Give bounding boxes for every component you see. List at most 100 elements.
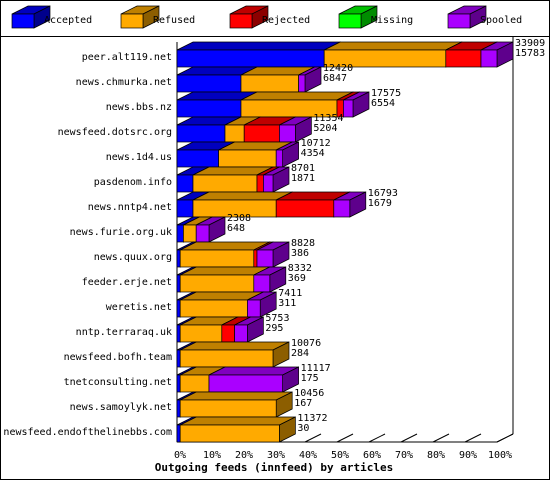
bar-row	[176, 291, 277, 318]
row-total-articles: 2308	[227, 213, 251, 224]
legend-swatch-refused	[120, 5, 160, 29]
bar-segment-spooled	[263, 166, 290, 193]
row-total-articles: 8828	[291, 238, 315, 249]
row-total-volume: 6847	[323, 73, 347, 84]
row-label: news.quux.org	[94, 252, 172, 263]
bar-row	[176, 341, 290, 368]
chart-title: Outgoing feeds (innfeed) by articles	[155, 461, 393, 474]
x-tick-label: 100%	[488, 450, 512, 461]
row-label: peer.alt119.net	[82, 52, 172, 63]
bar-segment-refused	[179, 391, 293, 418]
row-total-volume: 5204	[313, 123, 337, 134]
bar-segment-spooled	[298, 66, 322, 93]
x-tick-label: 50%	[331, 450, 349, 461]
row-total-volume: 167	[294, 398, 312, 409]
row-total-articles: 10456	[294, 388, 324, 399]
row-total-volume: 1871	[291, 173, 315, 184]
row-total-articles: 5753	[265, 313, 289, 324]
legend-swatch-rejected	[229, 5, 269, 29]
legend-label-refused: Refused	[153, 15, 195, 26]
x-tick-label: 70%	[395, 450, 413, 461]
row-total-articles: 10076	[291, 338, 321, 349]
row-total-articles: 12420	[323, 63, 353, 74]
row-label: news.samoylyk.net	[70, 402, 172, 413]
row-total-volume: 386	[291, 248, 309, 259]
row-label: news.furie.org.uk	[70, 227, 172, 238]
bar-segment-refused	[179, 416, 296, 443]
x-tick-label: 90%	[459, 450, 477, 461]
bars	[176, 41, 514, 443]
bar-row	[176, 166, 290, 193]
legend-label-spooled: Spooled	[480, 15, 522, 26]
bar-row	[176, 66, 322, 93]
row-total-volume: 15783	[515, 48, 545, 59]
bar-segment-spooled	[343, 91, 370, 118]
row-total-volume: 6554	[371, 98, 395, 109]
row-total-volume: 369	[288, 273, 306, 284]
bar-row	[176, 241, 290, 268]
row-label: news.nntp4.net	[88, 202, 172, 213]
bar-segment-rejected	[275, 191, 351, 218]
x-tick-label: 40%	[299, 450, 317, 461]
x-tick-mark	[304, 433, 322, 443]
bar-row	[176, 91, 370, 118]
row-label: pasdenom.info	[94, 177, 172, 188]
row-total-articles: 33909	[515, 38, 545, 49]
bar-row	[176, 266, 287, 293]
row-total-volume: 30	[297, 423, 309, 434]
row-label: tnetconsulting.net	[64, 377, 172, 388]
x-tick-label: 20%	[235, 450, 253, 461]
bar-segment-spooled	[234, 316, 264, 343]
row-label: feeder.erje.net	[82, 277, 172, 288]
row-total-articles: 7411	[278, 288, 302, 299]
legend-swatch-spooled	[447, 5, 487, 29]
bar-row	[176, 391, 293, 418]
x-tick-mark	[400, 433, 418, 443]
bar-segment-spooled	[247, 291, 277, 318]
legend-label-accepted: Accepted	[44, 15, 92, 26]
row-total-volume: 284	[291, 348, 309, 359]
row-label: nntp.terraraq.uk	[76, 327, 172, 338]
row-total-volume: 1679	[368, 198, 392, 209]
bar-row	[176, 366, 299, 393]
row-total-volume: 295	[265, 323, 283, 334]
bar-segment-refused	[240, 91, 354, 118]
legend-label-missing: Missing	[371, 15, 413, 26]
bar-segment-spooled	[208, 366, 299, 393]
x-tick-label: 10%	[203, 450, 221, 461]
row-total-volume: 4354	[301, 148, 325, 159]
x-tick-mark	[496, 433, 514, 443]
row-label: news.1d4.us	[106, 152, 172, 163]
row-total-articles: 8701	[291, 163, 315, 174]
bar-row	[176, 191, 367, 218]
bar-segment-spooled	[253, 266, 287, 293]
x-tick-mark	[464, 433, 482, 443]
legend: Accepted Refused Rejected Missing Spooled	[11, 5, 522, 29]
bar-segment-spooled	[480, 41, 514, 68]
bar-segment-refused	[179, 341, 290, 368]
row-label: newsfeed.bofh.team	[64, 352, 172, 363]
row-total-articles: 8332	[288, 263, 312, 274]
bar-segment-accepted	[176, 41, 341, 68]
legend-label-rejected: Rejected	[262, 15, 310, 26]
x-tick-mark	[432, 433, 450, 443]
legend-swatch-missing	[338, 5, 378, 29]
row-total-volume: 311	[278, 298, 296, 309]
bar-segment-spooled	[333, 191, 367, 218]
row-total-articles: 11372	[297, 413, 327, 424]
row-label: newsfeed.dotsrc.org	[58, 127, 172, 138]
row-total-volume: 175	[301, 373, 319, 384]
bar-row	[176, 116, 312, 143]
row-label: newsfeed.endofthelinebbs.com	[3, 427, 172, 438]
bar-row	[176, 41, 514, 68]
row-total-articles: 17575	[371, 88, 401, 99]
row-total-articles: 10712	[301, 138, 331, 149]
x-tick-label: 0%	[174, 450, 186, 461]
bar-segment-spooled	[195, 216, 226, 243]
row-label: weretis.net	[106, 302, 172, 313]
row-total-volume: 648	[227, 223, 245, 234]
row-label: news.bbs.nz	[106, 102, 172, 113]
